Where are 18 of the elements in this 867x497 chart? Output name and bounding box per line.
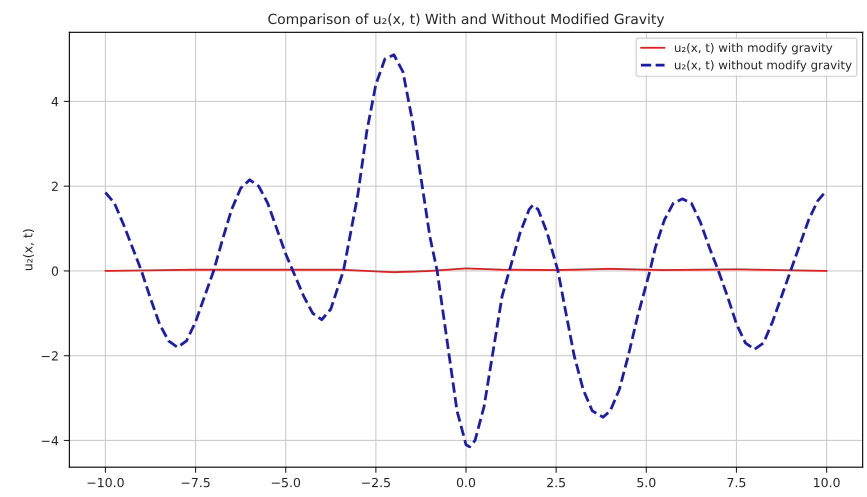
x-tick-label: 2.5 — [547, 478, 566, 488]
x-tick-label: −10.0 — [88, 478, 124, 488]
x-tick-label: −7.5 — [182, 478, 210, 488]
x-tick-label: 5.0 — [637, 478, 656, 488]
y-tick-label: 2 — [52, 182, 58, 191]
x-tick-label: −5.0 — [272, 478, 300, 488]
y-axis-title: u₂(x, t) — [22, 229, 34, 270]
y-tick-label: −4 — [42, 436, 58, 446]
x-tick-label: −2.5 — [362, 478, 390, 488]
legend-label: u₂(x, t) without modify gravity — [674, 60, 852, 72]
y-tick-label: 4 — [52, 97, 58, 106]
x-tick-label: 0.0 — [456, 478, 476, 488]
x-tick-label: 10.0 — [814, 478, 840, 488]
legend-label: u₂(x, t) with modify gravity — [674, 42, 832, 54]
chart-title: Comparison of u₂(x, t) With and Without Modified Gravity — [268, 13, 664, 27]
x-tick-label: 7.5 — [728, 478, 746, 488]
y-tick-label: −2 — [42, 351, 58, 360]
y-tick-label: 0 — [52, 266, 58, 276]
